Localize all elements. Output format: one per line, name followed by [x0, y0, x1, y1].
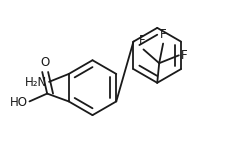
Text: O: O	[41, 56, 50, 69]
Text: F: F	[139, 34, 146, 47]
Text: F: F	[181, 49, 187, 62]
Text: H₂N: H₂N	[25, 76, 47, 89]
Text: HO: HO	[9, 96, 28, 109]
Text: F: F	[160, 28, 166, 41]
